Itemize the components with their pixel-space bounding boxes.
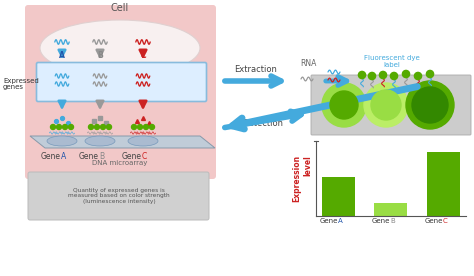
Circle shape	[412, 87, 448, 123]
Circle shape	[391, 72, 398, 79]
Circle shape	[107, 124, 111, 129]
Circle shape	[89, 124, 93, 129]
Bar	[427, 152, 460, 216]
Text: Gene: Gene	[122, 152, 142, 161]
Text: A: A	[59, 51, 65, 60]
Text: Quantity of expressed genes is
measured based on color strength
(luminescence in: Quantity of expressed genes is measured …	[68, 188, 170, 204]
Circle shape	[364, 83, 408, 127]
Text: Fluorescent dye
label: Fluorescent dye label	[364, 55, 420, 68]
Circle shape	[100, 124, 106, 129]
Text: Gene: Gene	[41, 152, 61, 161]
Circle shape	[144, 124, 148, 129]
Circle shape	[379, 71, 387, 79]
Text: A: A	[61, 152, 66, 161]
Text: Expression
level: Expression level	[292, 155, 312, 202]
Text: A: A	[338, 218, 343, 224]
Polygon shape	[30, 136, 215, 148]
Text: B: B	[99, 152, 104, 161]
Text: Gene: Gene	[319, 218, 338, 224]
Text: Gene: Gene	[372, 218, 391, 224]
Circle shape	[371, 90, 401, 120]
Text: C: C	[142, 152, 147, 161]
Text: Cell: Cell	[111, 3, 129, 13]
Circle shape	[368, 72, 375, 79]
Text: Detection: Detection	[243, 119, 283, 128]
Text: C: C	[140, 51, 146, 60]
Circle shape	[149, 124, 155, 129]
Ellipse shape	[47, 136, 77, 146]
Text: Extraction: Extraction	[235, 65, 277, 74]
Bar	[322, 177, 355, 216]
Circle shape	[402, 70, 410, 78]
Ellipse shape	[40, 20, 200, 76]
Circle shape	[131, 124, 137, 129]
Text: C: C	[443, 218, 448, 224]
Circle shape	[51, 124, 55, 129]
Bar	[374, 203, 408, 216]
Circle shape	[414, 72, 421, 79]
Text: B: B	[97, 51, 103, 60]
Circle shape	[330, 91, 358, 119]
Text: Expressed
genes: Expressed genes	[3, 78, 39, 91]
Circle shape	[69, 124, 73, 129]
Text: DNA microarray: DNA microarray	[92, 160, 148, 166]
FancyBboxPatch shape	[311, 75, 471, 135]
Circle shape	[406, 81, 454, 129]
Text: Hybridization: Hybridization	[317, 82, 373, 102]
Circle shape	[137, 124, 143, 129]
Ellipse shape	[85, 136, 115, 146]
FancyBboxPatch shape	[25, 5, 216, 179]
Circle shape	[56, 124, 62, 129]
FancyBboxPatch shape	[28, 172, 209, 220]
Ellipse shape	[128, 136, 158, 146]
Circle shape	[427, 70, 434, 78]
Text: B: B	[391, 218, 395, 224]
Text: Gene: Gene	[425, 218, 443, 224]
FancyBboxPatch shape	[36, 62, 207, 102]
Circle shape	[358, 71, 365, 79]
Circle shape	[94, 124, 100, 129]
Text: Gene: Gene	[79, 152, 99, 161]
Circle shape	[63, 124, 67, 129]
Circle shape	[322, 83, 366, 127]
Text: RNA: RNA	[300, 59, 316, 68]
